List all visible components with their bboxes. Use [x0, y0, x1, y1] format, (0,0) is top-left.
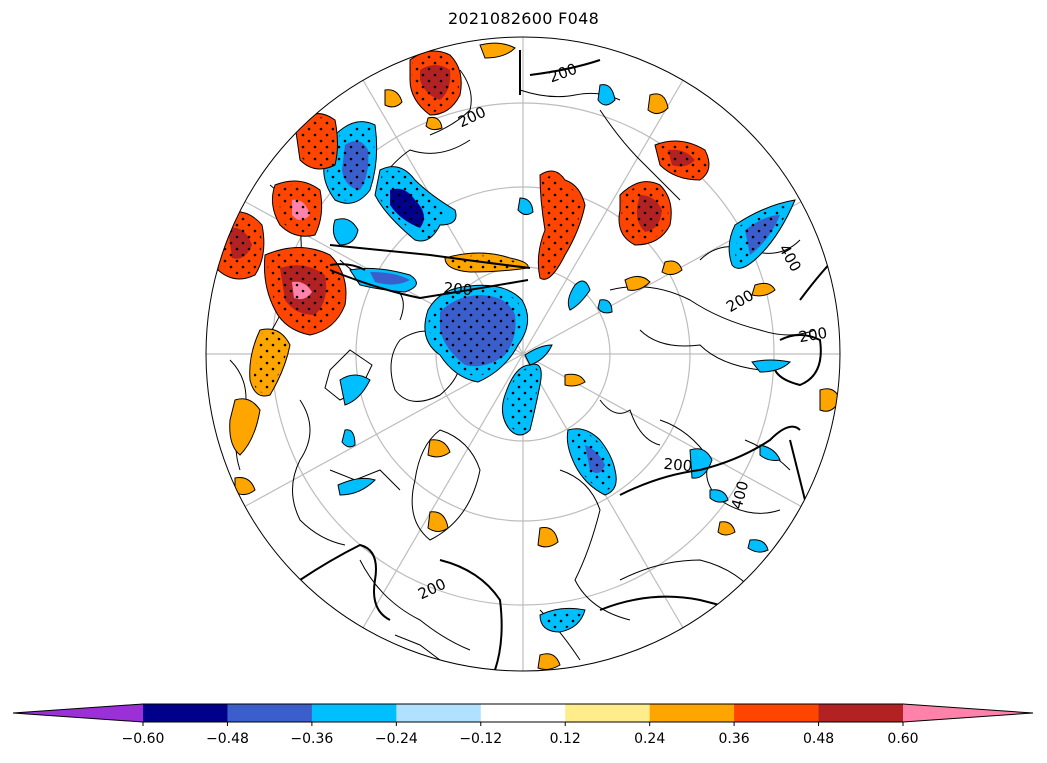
contour-label: 200: [797, 324, 828, 347]
colorbar-tick-label: −0.36: [290, 731, 333, 747]
colorbar-segment: [396, 704, 482, 722]
colorbar-segment: [311, 704, 397, 722]
colorbar-segment: [227, 704, 313, 722]
colorbar-tick-label: −0.60: [122, 731, 165, 747]
colorbar-tick-label: −0.48: [206, 731, 249, 747]
colorbar-tick-label: 0.36: [719, 731, 750, 747]
stippling: [220, 53, 790, 630]
colorbar-tick-label: −0.24: [375, 731, 418, 747]
colorbar-segment: [565, 704, 651, 722]
colorbar-tick-label: 0.24: [634, 731, 665, 747]
colorbar-segment: [480, 704, 566, 722]
colorbar-segment: [734, 704, 820, 722]
colorbar-tick-label: 0.48: [803, 731, 834, 747]
map-disk: 200 200 200 200 200 400 200 400 200: [206, 37, 840, 671]
colorbar-segment: [649, 704, 735, 722]
colorbar-tick-label: 0.60: [887, 731, 918, 747]
map-title: 2021082600 F048: [447, 9, 600, 28]
height-contours: [299, 50, 840, 671]
contour-label: 200: [443, 279, 473, 299]
colorbar-extend-low: [13, 704, 143, 722]
map-boundary: [205, 36, 841, 672]
contour-label: 200: [663, 455, 693, 475]
colorbar-tick-label: −0.12: [459, 731, 502, 747]
colorbar-tick-label: 0.12: [550, 731, 581, 747]
colorbar-segment: [143, 704, 228, 722]
colorbar: −0.60 −0.48 −0.36 −0.24 −0.12 0.12 0.24 0.36 0.4…: [12, 703, 1034, 747]
colorbar-segment: [818, 704, 904, 722]
colorbar-extend-high: [903, 704, 1033, 722]
